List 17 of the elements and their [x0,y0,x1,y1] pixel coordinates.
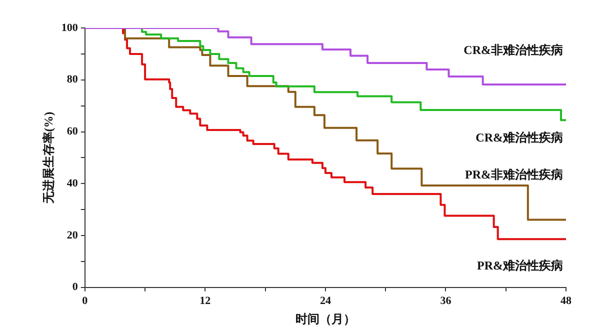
y-tick-label: 0 [72,281,78,294]
series-label: PR&难治性疾病 [477,258,563,272]
x-tick-label: 48 [560,294,572,307]
y-tick-label: 100 [61,22,78,34]
series-label: CR&难治性疾病 [476,130,563,144]
y-tick-label: 20 [66,229,78,242]
x-axis-title: 时间（月） [295,312,356,326]
x-tick-label: 24 [320,294,332,307]
y-axis-title: 无进展生存率(%) [41,112,56,205]
y-tick-label: 80 [66,74,78,86]
series-label: PR&非难治性疾病 [465,168,563,182]
x-tick-label: 0 [82,294,88,307]
y-tick-label: 40 [66,177,78,190]
y-tick-label: 60 [66,126,78,138]
x-tick-label: 36 [440,294,452,307]
series-label: CR&非难治性疾病 [464,42,563,57]
x-tick-label: 12 [200,294,212,307]
